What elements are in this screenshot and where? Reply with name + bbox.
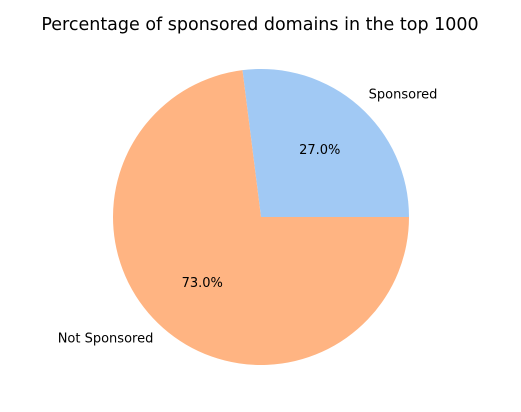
pct-label-sponsored: 27.0% (299, 143, 340, 158)
chart-title: Percentage of sponsored domains in the t… (41, 15, 478, 35)
pie-slices (113, 68, 409, 365)
slice-label-not-sponsored: Not Sponsored (58, 332, 154, 347)
pie-slice-sponsored (242, 68, 409, 217)
pct-label-not-sponsored: 73.0% (182, 276, 223, 291)
slice-label-sponsored: Sponsored (369, 87, 438, 102)
pie-slice-not-sponsored (113, 70, 409, 365)
pie-labels: Sponsored 27.0% Not Sponsored 73.0% (58, 87, 438, 346)
